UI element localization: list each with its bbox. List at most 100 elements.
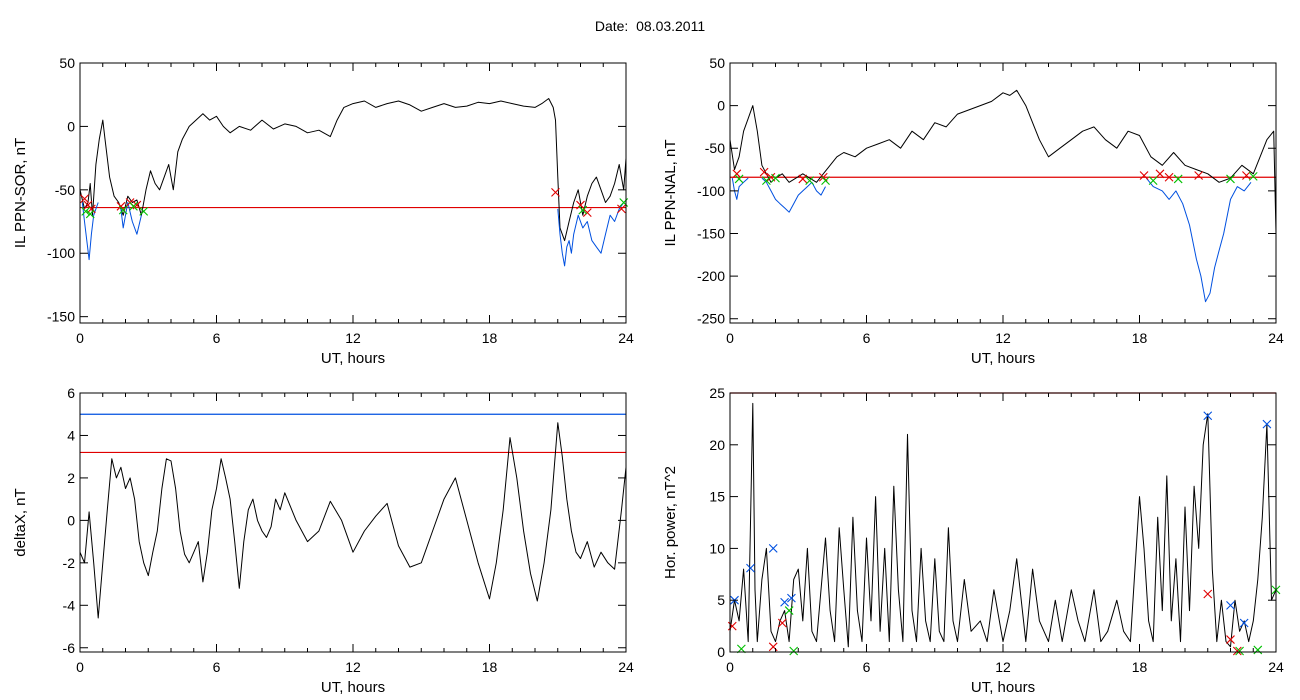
marker-hpower-2-4 [787, 593, 796, 603]
marker-nal-0-3 [798, 174, 808, 184]
y-tick-label-sor-0: -150 [47, 309, 75, 325]
marker-nal-1-8 [1248, 171, 1258, 181]
x-tick-label-nal-1: 6 [863, 330, 871, 346]
y-tick-label-deltax-5: 4 [67, 427, 75, 443]
marker-nal-0-7 [1164, 172, 1174, 182]
series-line-nal-2 [761, 177, 826, 213]
x-tick-label-hpower-4: 24 [1268, 659, 1284, 675]
marker-nal-1-7 [1226, 174, 1235, 184]
y-tick-label-nal-6: 50 [709, 55, 725, 71]
y-tick-label-hpower-2: 10 [709, 540, 725, 556]
series-line-sor-2 [120, 202, 142, 235]
y-tick-label-nal-0: -250 [697, 311, 725, 327]
marker-sor-0-8 [582, 208, 592, 218]
y-axis-label-sor: IL PPN-SOR, nT [12, 138, 29, 248]
marker-nal-1-5 [1148, 176, 1158, 186]
marker-nal-0-0 [732, 169, 742, 179]
marker-sor-0-6 [551, 187, 560, 197]
x-tick-label-deltax-3: 18 [482, 659, 498, 675]
y-tick-label-sor-3: 0 [67, 118, 75, 134]
x-tick-label-nal-0: 0 [726, 330, 734, 346]
y-tick-label-nal-5: 0 [717, 98, 725, 114]
marker-nal-1-1 [762, 176, 771, 186]
marker-sor-1-2 [118, 205, 128, 215]
series-line-nal-1 [731, 177, 749, 200]
marker-hpower-2-6 [1226, 600, 1235, 610]
x-tick-label-sor-0: 0 [76, 330, 84, 346]
x-tick-label-deltax-2: 12 [345, 659, 361, 675]
x-tick-label-nal-4: 24 [1268, 330, 1284, 346]
marker-nal-0-6 [1155, 169, 1165, 179]
x-tick-label-nal-3: 18 [1132, 330, 1148, 346]
y-tick-label-deltax-6: 6 [67, 385, 75, 401]
marker-hpower-0-3 [1203, 589, 1213, 599]
y-tick-label-nal-1: -200 [697, 268, 725, 284]
marker-nal-0-1 [759, 167, 769, 177]
marker-hpower-1-1 [784, 606, 794, 615]
x-axis-label-deltax: UT, hours [321, 679, 385, 696]
x-tick-label-deltax-4: 24 [618, 659, 634, 675]
marker-sor-0-2 [86, 204, 96, 214]
marker-sor-1-5 [578, 205, 588, 215]
x-tick-label-hpower-0: 0 [726, 659, 734, 675]
marker-nal-1-2 [771, 173, 780, 183]
y-axis-label-nal: IL PPN-NAL, nT [662, 140, 679, 247]
series-line-deltax-0 [80, 422, 626, 619]
y-tick-label-hpower-5: 25 [709, 385, 725, 401]
marker-sor-1-0 [81, 207, 91, 216]
marker-hpower-1-3 [1235, 646, 1244, 656]
marker-hpower-1-4 [1253, 645, 1263, 655]
marker-nal-0-5 [1139, 171, 1149, 180]
series-line-sor-3 [557, 202, 625, 267]
y-axis-label-hpower: Hor. power, nT^2 [662, 466, 679, 579]
plot-frame-hpower [729, 392, 1277, 653]
page-title: Date: 08.03.2011 [594, 18, 706, 34]
y-tick-label-deltax-2: -2 [63, 555, 76, 571]
x-tick-label-hpower-1: 6 [863, 659, 871, 675]
marker-sor-1-1 [85, 209, 95, 219]
x-axis-label-sor: UT, hours [321, 350, 385, 367]
y-tick-label-sor-4: 50 [59, 55, 75, 71]
marker-sor-1-3 [129, 201, 138, 211]
series-line-nal-0 [730, 89, 1276, 234]
marker-sor-0-7 [576, 200, 585, 210]
y-tick-label-sor-2: -50 [55, 182, 75, 198]
marker-hpower-2-3 [780, 597, 789, 607]
x-axis-label-hpower: UT, hours [971, 679, 1035, 696]
marker-hpower-2-5 [1203, 411, 1213, 421]
chart-sor: 0 6 12 18 24 -150 -100 -50 0 50 UT, hours IL PPN-SO… [12, 55, 634, 367]
y-tick-label-nal-4: -50 [705, 140, 725, 156]
y-tick-label-deltax-4: 2 [67, 470, 75, 486]
series-line-sor-0 [80, 98, 626, 242]
y-tick-label-deltax-1: -4 [63, 597, 76, 613]
x-tick-label-sor-3: 18 [482, 330, 498, 346]
x-tick-label-hpower-3: 18 [1132, 659, 1148, 675]
marker-sor-0-0 [80, 194, 89, 204]
x-axis-label-nal: UT, hours [971, 350, 1035, 367]
marker-sor-0-9 [617, 204, 626, 214]
x-tick-label-sor-1: 6 [213, 330, 221, 346]
series-line-sor-1 [81, 202, 99, 261]
marker-hpower-0-1 [768, 642, 778, 652]
y-tick-label-hpower-3: 15 [709, 489, 725, 505]
x-tick-label-nal-2: 12 [995, 330, 1011, 346]
marker-hpower-0-4 [1226, 635, 1235, 644]
y-axis-label-deltax: deltaX, nT [12, 488, 29, 556]
marker-hpower-2-8 [1262, 419, 1272, 429]
y-tick-label-hpower-1: 5 [717, 592, 725, 608]
chart-hpower: 0 6 12 18 24 0 5 10 15 20 25 UT, hours Hor. power, n… [662, 385, 1284, 696]
y-tick-label-hpower-4: 20 [709, 437, 725, 453]
y-tick-label-sor-1: -100 [47, 245, 75, 261]
y-tick-label-deltax-3: 0 [67, 512, 75, 528]
marker-hpower-0-2 [777, 618, 787, 628]
marker-hpower-2-1 [746, 563, 755, 573]
series-line-hpower-0 [730, 402, 1276, 648]
marker-hpower-2-7 [1239, 618, 1249, 628]
x-tick-label-hpower-2: 12 [995, 659, 1011, 675]
marker-hpower-0-5 [1232, 646, 1242, 656]
x-tick-label-deltax-1: 6 [213, 659, 221, 675]
y-tick-label-nal-2: -150 [697, 225, 725, 241]
x-tick-label-deltax-0: 0 [76, 659, 84, 675]
